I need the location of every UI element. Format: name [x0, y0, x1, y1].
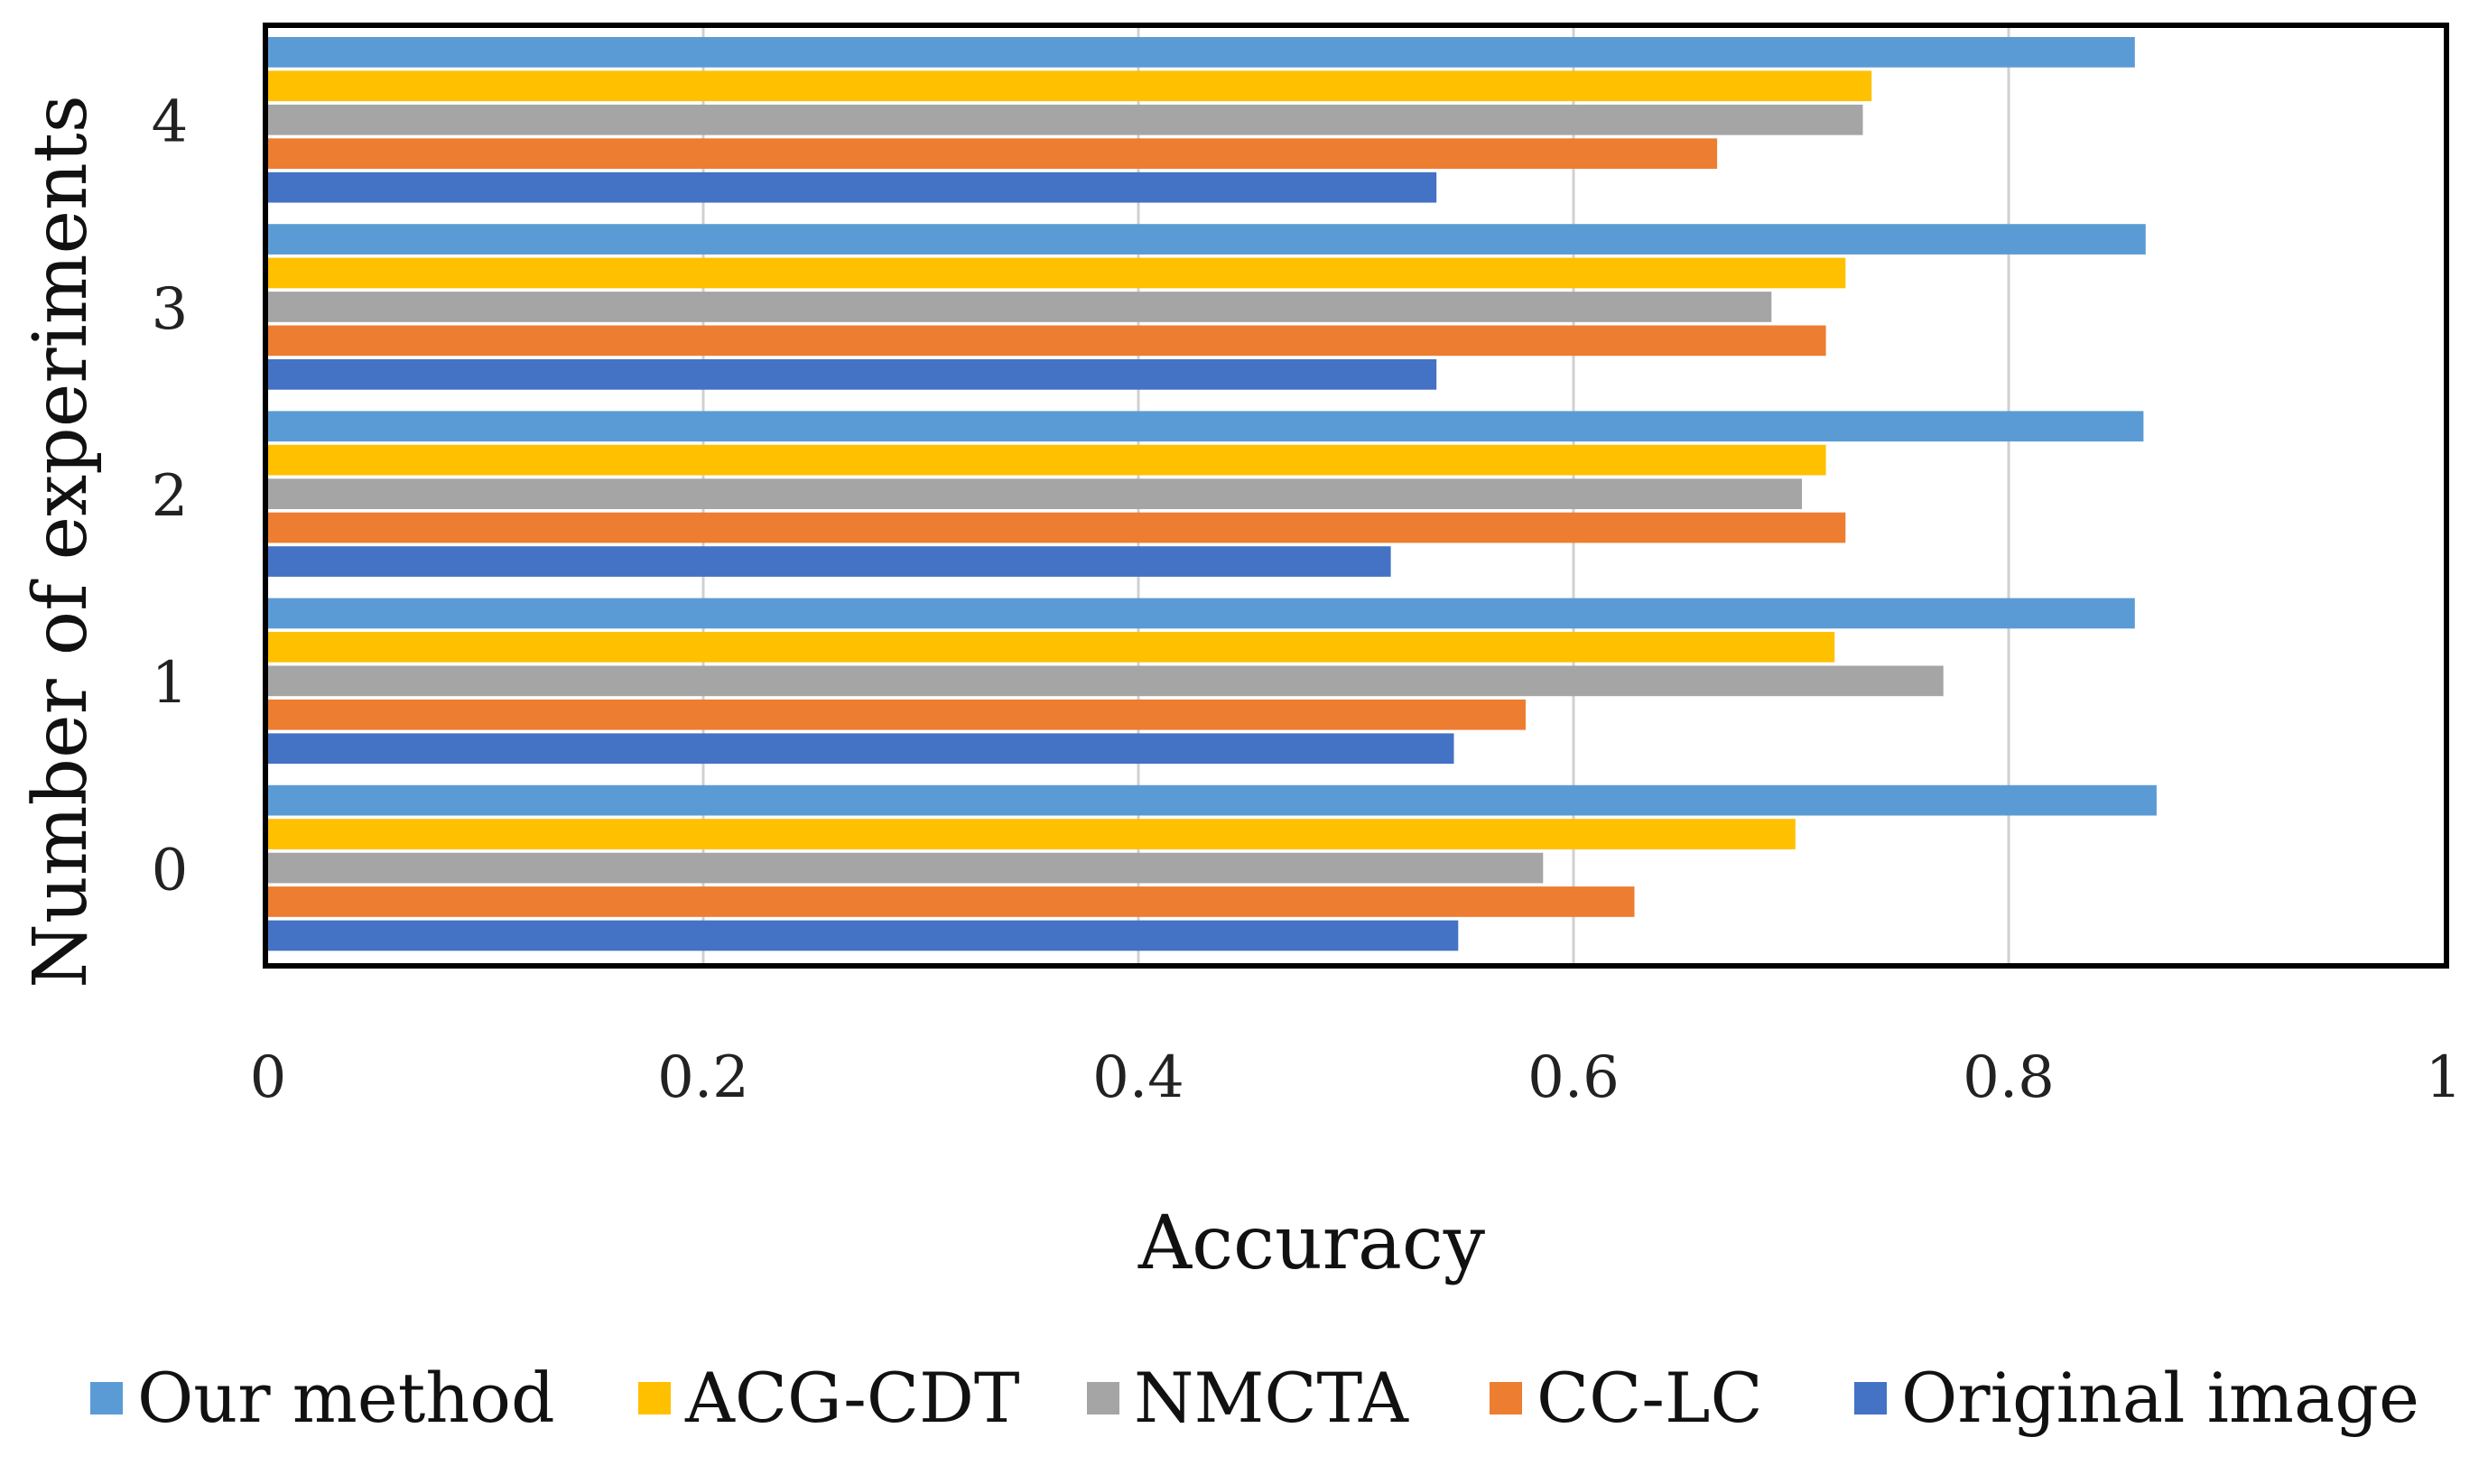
- bar-nmcta-exp-0: [268, 852, 1544, 884]
- bar-acg-cdt-exp-4: [268, 70, 1872, 102]
- x-tick-label: 0.6: [1527, 1044, 1620, 1111]
- bar-cc-lc-exp-0: [268, 886, 1635, 917]
- bar-original-image-exp-0: [268, 920, 1459, 951]
- x-axis-title: Accuracy: [1137, 1201, 1486, 1286]
- x-tick-label: 0.2: [657, 1044, 749, 1111]
- y-axis-ticks: 0 1 2 3 4: [152, 89, 189, 904]
- y-tick-label: 0: [152, 837, 189, 904]
- legend-label: Our method: [137, 1358, 555, 1438]
- x-tick-label: 1: [2426, 1044, 2463, 1111]
- y-tick-label: 3: [152, 276, 189, 343]
- x-tick-label: 0: [250, 1044, 287, 1111]
- bar-nmcta-exp-3: [268, 292, 1772, 322]
- legend-label: Original image: [1901, 1358, 2419, 1438]
- bar-our-method-exp-0: [268, 784, 2157, 816]
- bar-cc-lc-exp-1: [268, 699, 1526, 730]
- bar-cc-lc-exp-3: [268, 325, 1826, 357]
- x-tick-label: 0.8: [1963, 1044, 2055, 1111]
- y-axis-title: Number of experiments: [18, 95, 104, 988]
- bar-acg-cdt-exp-0: [268, 819, 1796, 849]
- bar-nmcta-exp-4: [268, 104, 1863, 135]
- legend-label: NMCTA: [1134, 1358, 1409, 1438]
- x-axis-ticks: 0 0.2 0.4 0.6 0.8 1: [250, 1044, 2463, 1111]
- bar-original-image-exp-2: [268, 546, 1391, 577]
- bar-cc-lc-exp-4: [268, 138, 1718, 169]
- legend-swatch: [90, 1382, 123, 1414]
- bar-acg-cdt-exp-2: [268, 444, 1826, 476]
- legend-swatch: [1490, 1382, 1522, 1414]
- bar-acg-cdt-exp-1: [268, 632, 1835, 663]
- bar-our-method-exp-4: [268, 37, 2135, 68]
- bar-original-image-exp-3: [268, 359, 1437, 390]
- plot-area-border: [263, 23, 2449, 969]
- bar-acg-cdt-exp-3: [268, 257, 1846, 289]
- legend-label: CC-LC: [1536, 1358, 1763, 1438]
- bar-our-method-exp-1: [268, 598, 2135, 629]
- bars: [268, 37, 2157, 951]
- bar-nmcta-exp-1: [268, 665, 1944, 697]
- y-tick-label: 4: [152, 89, 189, 156]
- legend: Our method ACG-CDT NMCTA CC-LC Original imag…: [90, 1358, 2419, 1438]
- bar-original-image-exp-4: [268, 172, 1437, 203]
- y-tick-label: 2: [152, 463, 189, 530]
- bar-cc-lc-exp-2: [268, 512, 1846, 543]
- legend-swatch: [1087, 1382, 1119, 1414]
- x-tick-label: 0.4: [1092, 1044, 1184, 1111]
- legend-swatch: [638, 1382, 671, 1414]
- legend-label: ACG-CDT: [684, 1358, 1020, 1438]
- legend-swatch: [1854, 1382, 1887, 1414]
- y-tick-label: 1: [152, 650, 189, 717]
- bar-our-method-exp-3: [268, 224, 2146, 255]
- bar-nmcta-exp-2: [268, 478, 1802, 509]
- bar-original-image-exp-1: [268, 733, 1454, 765]
- bar-our-method-exp-2: [268, 411, 2144, 442]
